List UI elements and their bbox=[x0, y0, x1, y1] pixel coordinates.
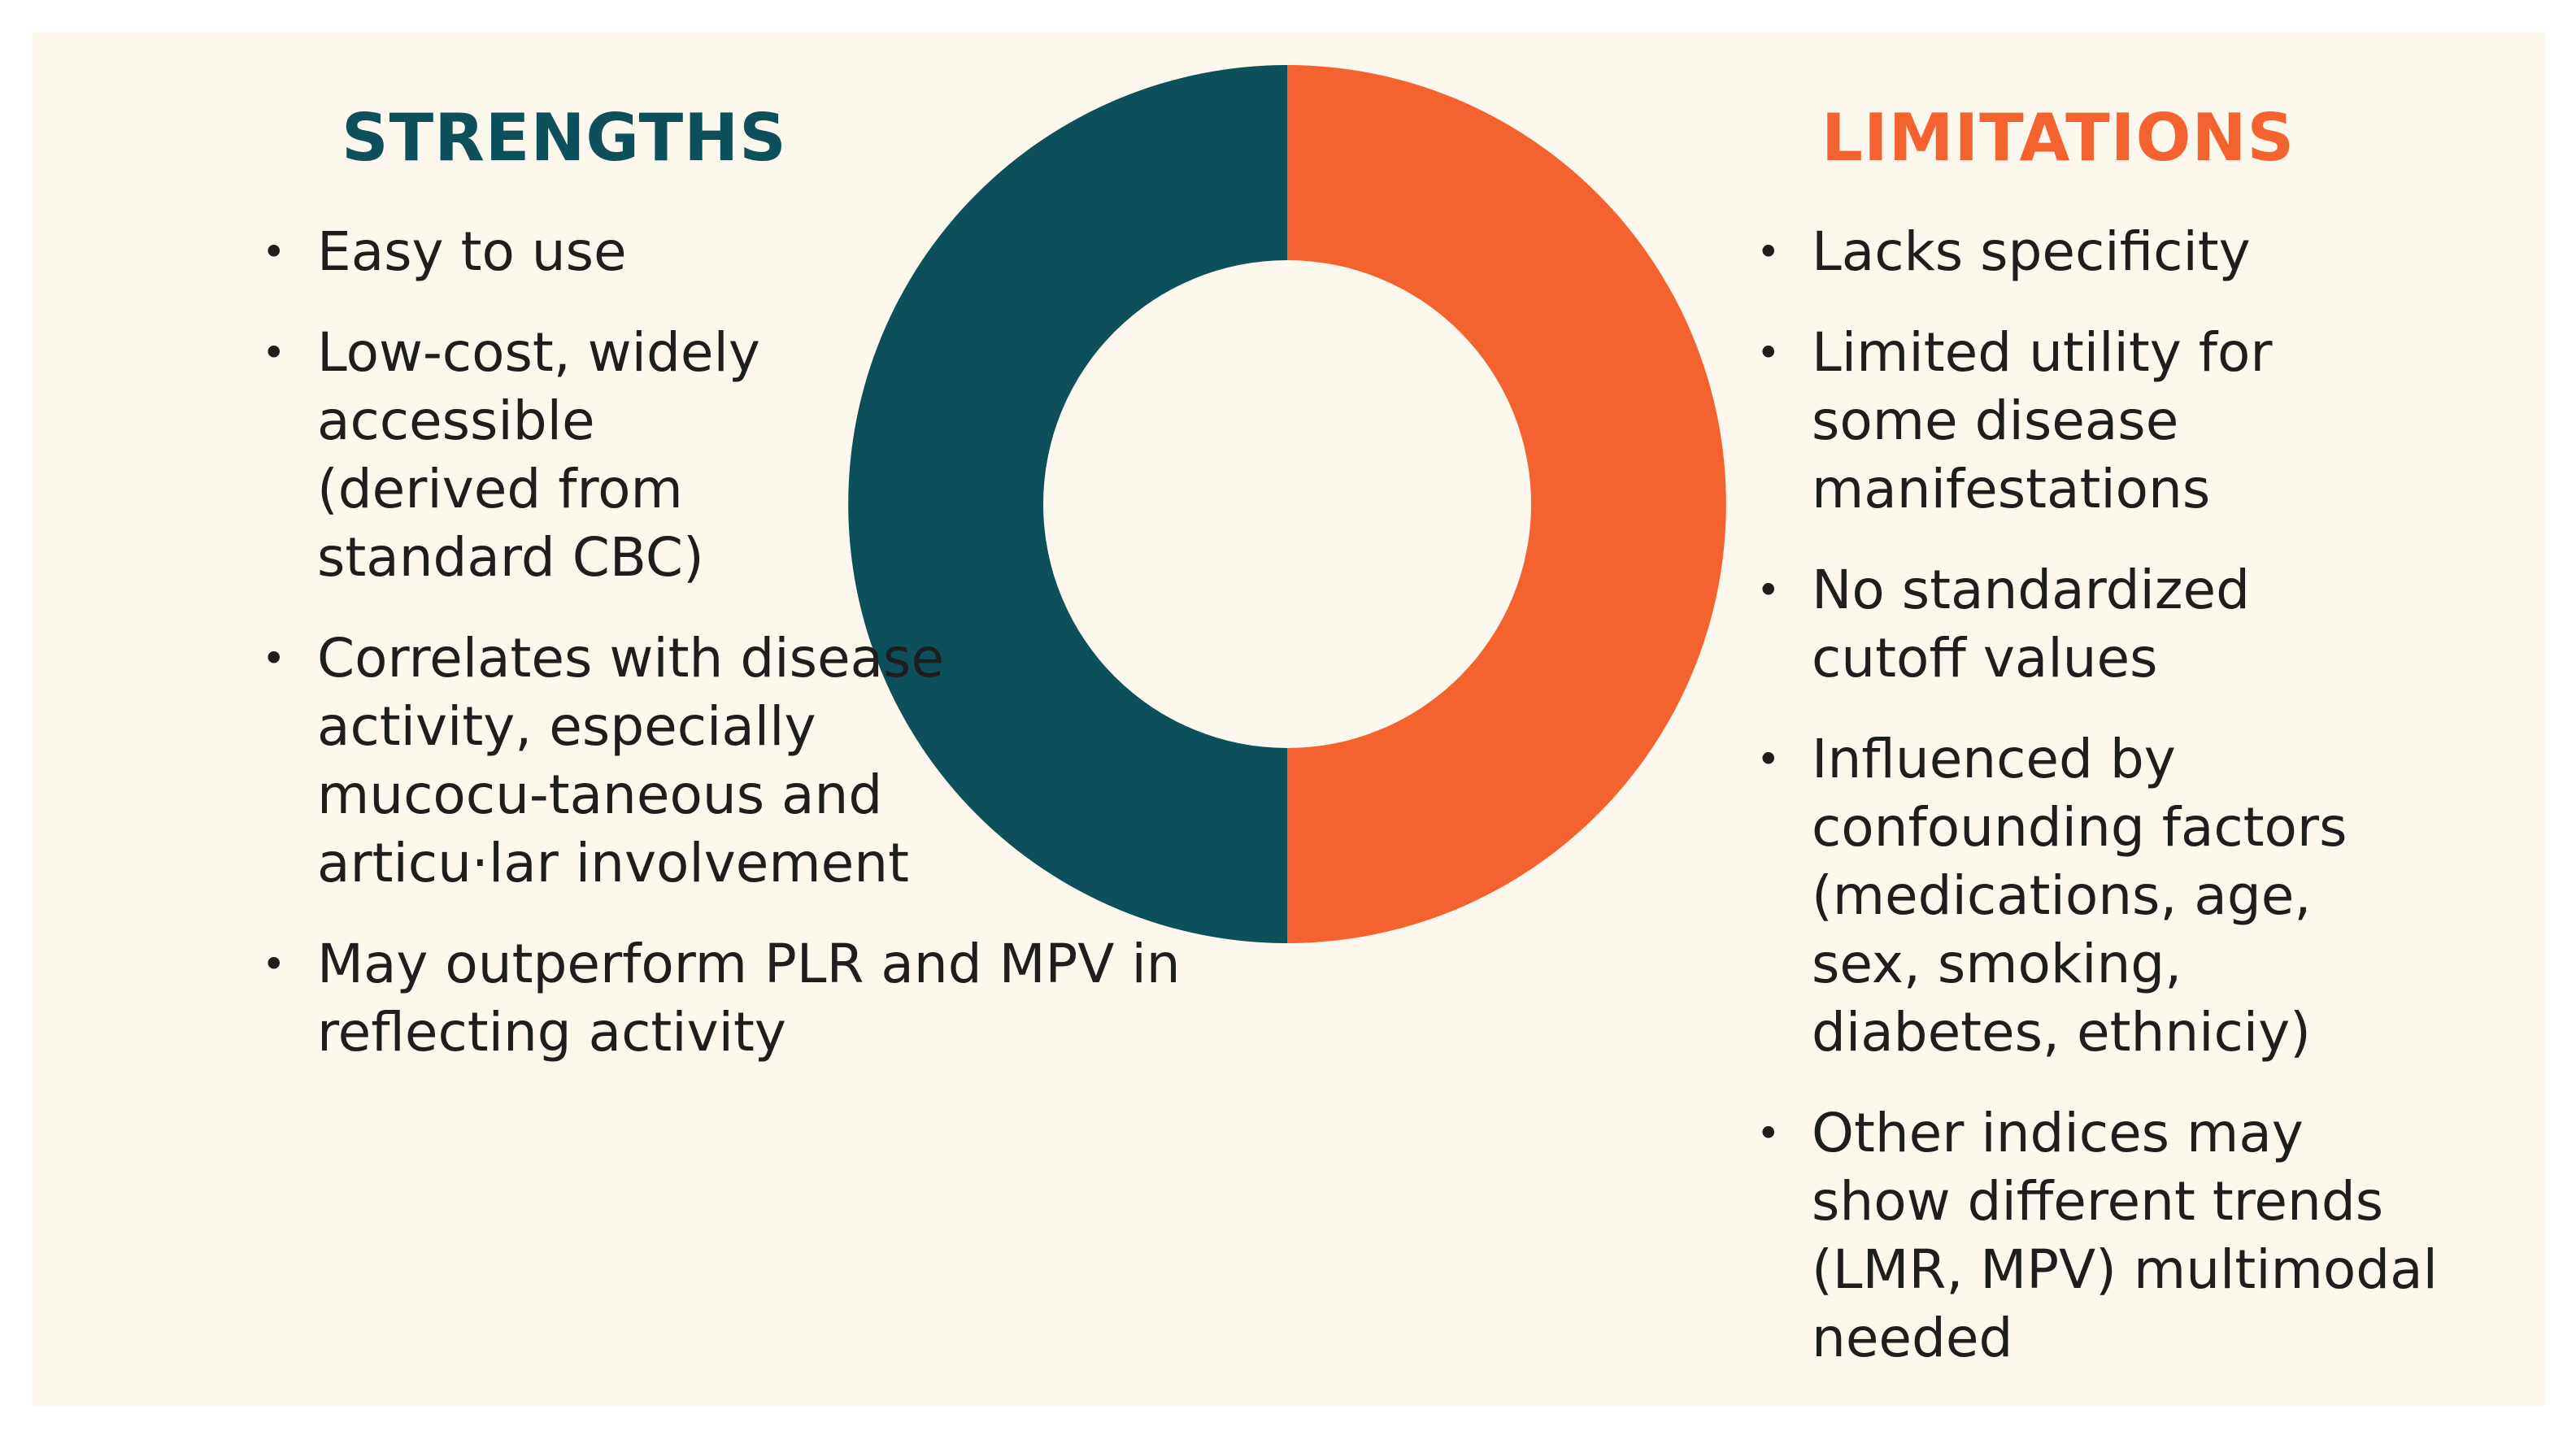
limitation-text: Other indices may show different trends … bbox=[1812, 1102, 2438, 1369]
bullet-icon: • bbox=[262, 228, 286, 276]
list-item: • Easy to use bbox=[252, 218, 1212, 286]
bullet-icon: • bbox=[1756, 329, 1781, 376]
bullet-icon: • bbox=[262, 635, 286, 682]
list-item: • May outperform PLR and MPV in reflectin… bbox=[252, 930, 1212, 1067]
limitation-text: Influenced by confounding factors (medic… bbox=[1812, 728, 2348, 1064]
strengths-list: • Easy to use • Low-cost, widely accessibl… bbox=[252, 218, 1212, 1099]
limitation-text: No standardized cutoff values bbox=[1812, 559, 2250, 690]
strength-text: May outperform PLR and MPV in reflecting… bbox=[317, 933, 1181, 1064]
list-item: • Correlates with disease activity, espec… bbox=[252, 624, 1212, 898]
bullet-icon: • bbox=[262, 941, 286, 988]
bullet-icon: • bbox=[1756, 736, 1781, 783]
bullet-icon: • bbox=[262, 329, 286, 376]
strengths-heading: STRENGTHS bbox=[342, 100, 787, 176]
strength-text: Correlates with disease activity, especi… bbox=[317, 627, 945, 894]
bullet-icon: • bbox=[1756, 567, 1781, 614]
list-item: • No standardized cutoff values bbox=[1747, 556, 2495, 693]
bullet-icon: • bbox=[1756, 228, 1781, 276]
strength-text: Low-cost, widely accessible (derived fro… bbox=[317, 321, 760, 589]
list-item: • Other indices may show different trends… bbox=[1747, 1099, 2495, 1373]
list-item: • Lacks specificity bbox=[1747, 218, 2495, 286]
limitation-text: Lacks specificity bbox=[1812, 220, 2251, 283]
list-item: • Influenced by confounding factors (medi… bbox=[1747, 725, 2495, 1067]
list-item: • Limited utility for some disease manife… bbox=[1747, 319, 2495, 524]
list-item: • Low-cost, widely accessible (derived fr… bbox=[252, 319, 1212, 592]
strength-text: Easy to use bbox=[317, 220, 627, 283]
limitations-list: • Lacks specificity • Limited utility for … bbox=[1747, 218, 2495, 1405]
limitations-heading: LIMITATIONS bbox=[1821, 100, 2295, 176]
bullet-icon: • bbox=[1756, 1110, 1781, 1157]
limitation-text: Limited utility for some disease manifes… bbox=[1812, 321, 2273, 520]
